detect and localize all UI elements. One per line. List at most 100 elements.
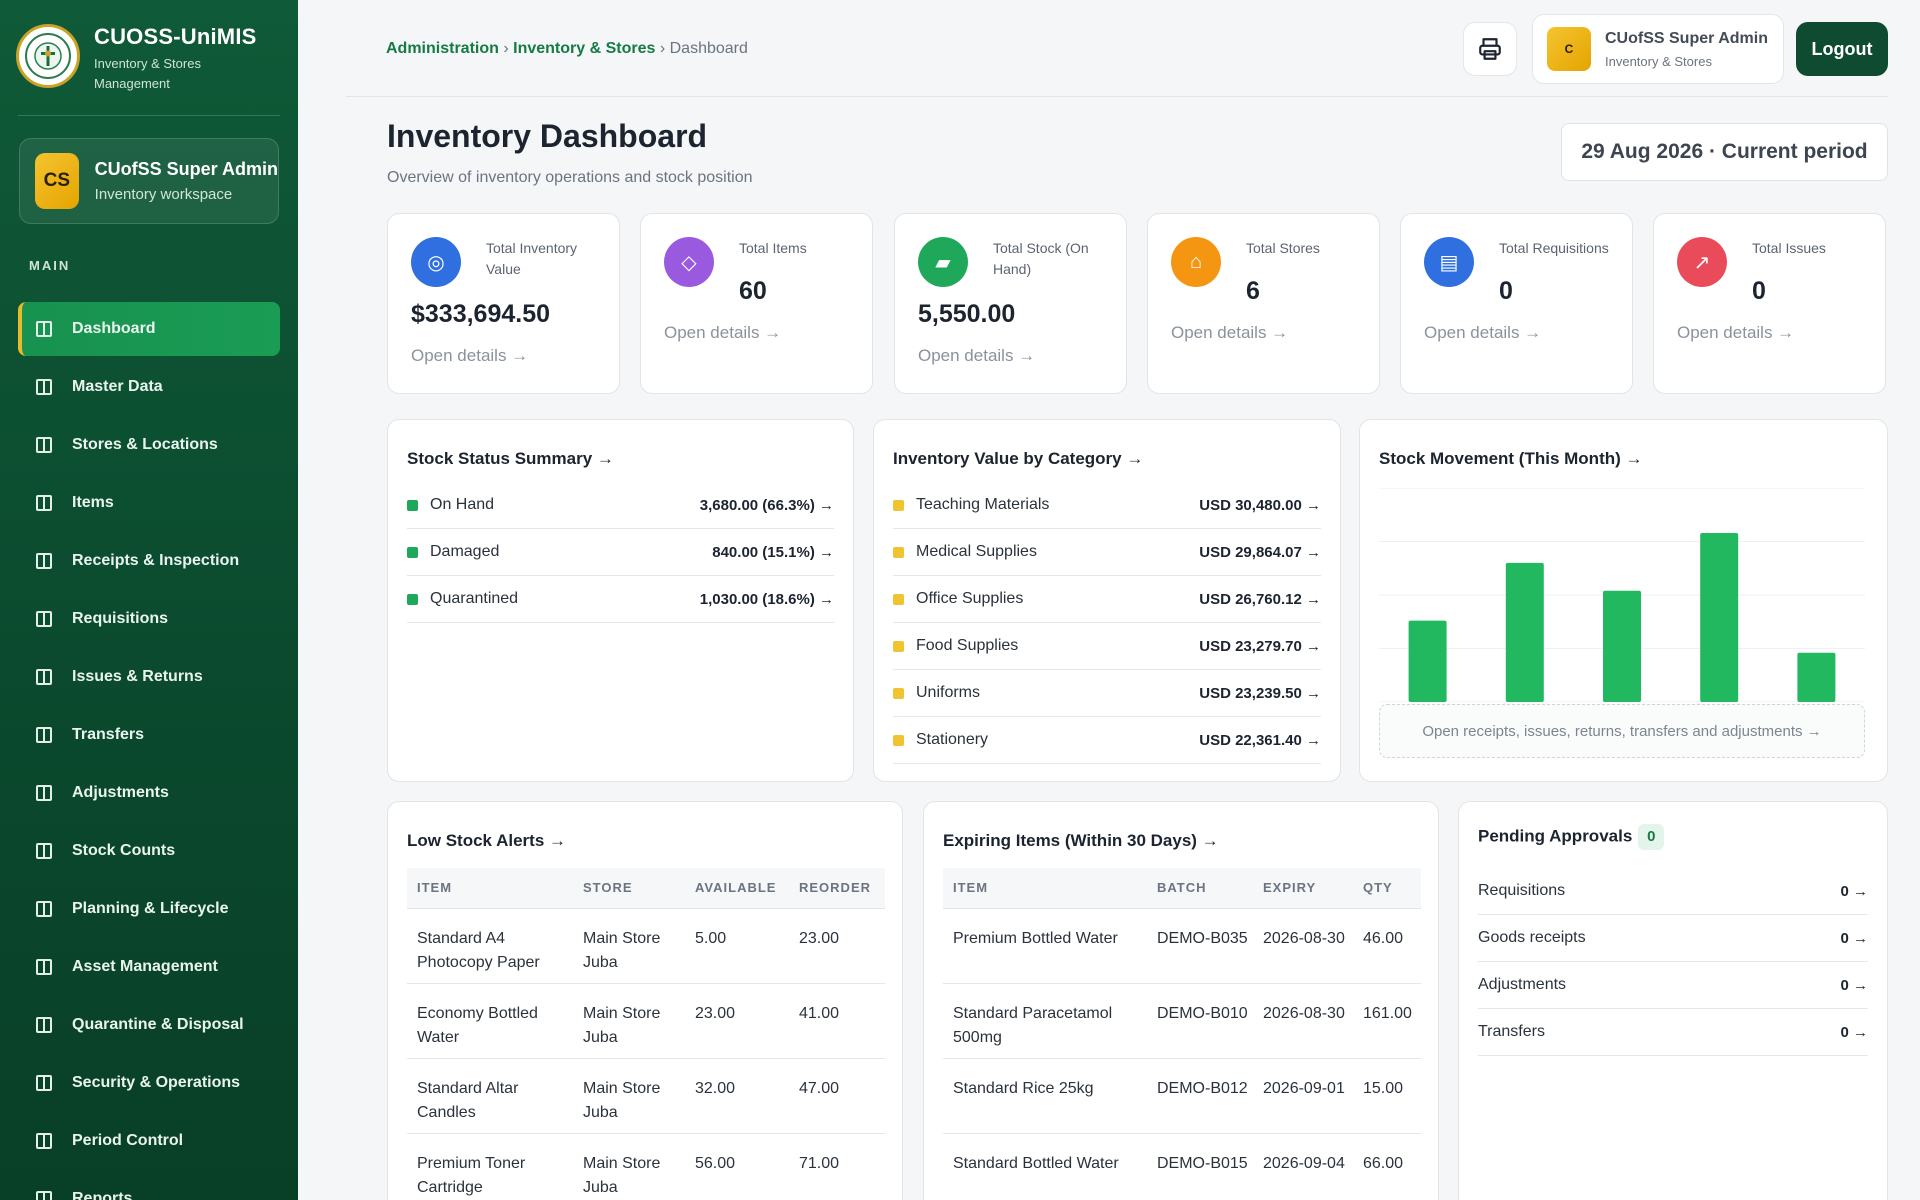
stat-card-total-items[interactable]: ◇ Total Items 60 Open details → [640,213,873,394]
category-dot [893,499,904,511]
chart-bar-1[interactable] [1408,620,1447,702]
list-item[interactable]: Requisitions 0 → [1478,868,1868,915]
stat-value: 0 [1752,277,1766,305]
column-header-store[interactable]: STORE [573,868,685,909]
brand[interactable]: CUOSS-UniMIS Inventory & Stores Manageme… [0,0,298,116]
sidebar-item-stock-counts[interactable]: Stock Counts [18,824,280,878]
list-item[interactable]: Stationery USD 22,361.40 → [893,717,1321,764]
list-item[interactable]: Quarantined 1,030.00 (18.6%) → [407,576,834,623]
panel-icon [36,1075,52,1091]
sidebar-item-quarantine-disposal[interactable]: Quarantine & Disposal [18,998,280,1052]
sidebar-item-security-operations[interactable]: Security & Operations [18,1056,280,1110]
sidebar-item-receipts-inspection[interactable]: Receipts & Inspection [18,534,280,588]
list-item[interactable]: Office Supplies USD 26,760.12 → [893,576,1321,623]
stock-status-panel: Stock Status Summary → On Hand 3,680.00 (… [387,419,854,782]
stock-movement-title[interactable]: Stock Movement (This Month) → [1379,449,1643,468]
stock-status-title[interactable]: Stock Status Summary → [407,449,614,468]
topbar: Administration › Inventory & Stores › Da… [346,0,1888,97]
user-name: CUofSS Super Admin [94,159,278,179]
sidebar-item-dashboard[interactable]: Dashboard [18,302,280,356]
list-item[interactable]: Medical Supplies USD 29,864.07 → [893,529,1321,576]
sidebar-item-adjustments[interactable]: Adjustments [18,766,280,820]
sidebar-item-issues-returns[interactable]: Issues & Returns [18,650,280,704]
stock-movement-panel: Stock Movement (This Month) → Open recei… [1359,419,1888,782]
table-row[interactable]: Standard A4 Photocopy Paper Main Store Ju… [407,908,885,984]
stat-card-total-issues[interactable]: ↗ Total Issues 0 Open details → [1653,213,1886,394]
print-button[interactable] [1463,22,1517,76]
open-details-link[interactable]: Open details → [411,346,529,365]
category-dot [893,734,904,746]
logout-button[interactable]: Logout [1796,22,1888,76]
panel-icon [36,727,52,743]
chart-bar-5[interactable] [1797,652,1836,702]
list-item[interactable]: Adjustments 0 → [1478,962,1868,1009]
open-details-link[interactable]: Open details → [1424,323,1542,342]
list-item[interactable]: Food Supplies USD 23,279.70 → [893,623,1321,670]
stock-movement-link[interactable]: Open receipts, issues, returns, transfer… [1379,704,1865,758]
stat-value: 0 [1499,277,1513,305]
table-row[interactable]: Standard Bottled Water DEMO-B015 2026-09-0… [943,1133,1421,1200]
low-stock-title[interactable]: Low Stock Alerts → [407,831,567,850]
sidebar-item-items[interactable]: Items [18,476,280,530]
cell-available: 56.00 [685,1133,789,1200]
category-value-title[interactable]: Inventory Value by Category → [893,449,1144,468]
row-value: USD 29,864.07 → [1199,543,1321,561]
list-item[interactable]: On Hand 3,680.00 (66.3%) → [407,482,834,529]
stat-card-total-stores[interactable]: ⌂ Total Stores 6 Open details → [1147,213,1380,394]
sidebar-item-asset-management[interactable]: Asset Management [18,940,280,994]
pending-approvals-panel: Pending Approvals 0 Requisitions 0 → Goods… [1458,801,1888,1200]
table-row[interactable]: Standard Altar Candles Main Store Juba 32.… [407,1058,885,1134]
pending-approvals-label[interactable]: Pending Approvals [1478,826,1633,846]
column-header-available[interactable]: AVAILABLE [685,868,789,909]
chart-bar-4[interactable] [1700,532,1739,702]
open-details-link[interactable]: Open details → [1171,323,1289,342]
sidebar-item-reports[interactable]: Reports [18,1172,280,1200]
table-row[interactable]: Premium Bottled Water DEMO-B035 2026-08-30… [943,908,1421,984]
period-indicator[interactable]: 29 Aug 2026 · Current period [1561,123,1888,181]
open-details-link[interactable]: Open details → [1677,323,1795,342]
table-row[interactable]: Standard Rice 25kg DEMO-B012 2026-09-01 15.… [943,1058,1421,1134]
chart-bar-3[interactable] [1603,590,1641,702]
list-item[interactable]: Uniforms USD 23,239.50 → [893,670,1321,717]
column-header-qty[interactable]: QTY [1353,868,1421,909]
column-header-expiry[interactable]: EXPIRY [1253,868,1353,909]
row-value: USD 30,480.00 → [1199,496,1321,514]
sidebar-item-stores-locations[interactable]: Stores & Locations [18,418,280,472]
list-item[interactable]: Teaching Materials USD 30,480.00 → [893,482,1321,529]
header-user-menu[interactable]: C CUofSS Super Admin Inventory & Stores [1532,14,1784,84]
stat-card-inventory-value[interactable]: ◎ Total Inventory Value $333,694.50 Open… [387,213,620,394]
column-header-batch[interactable]: BATCH [1147,868,1253,909]
column-header-reorder[interactable]: REORDER [789,868,885,909]
list-item[interactable]: Damaged 840.00 (15.1%) → [407,529,834,576]
table-row[interactable]: Premium Toner Cartridge Main Store Juba 56… [407,1133,885,1200]
sidebar-item-master-data[interactable]: Master Data [18,360,280,414]
open-details-link[interactable]: Open details → [664,323,782,342]
expiring-items-title[interactable]: Expiring Items (Within 30 Days) → [943,831,1219,850]
list-item[interactable]: Transfers 0 → [1478,1009,1868,1056]
row-label: Damaged [430,543,500,560]
sidebar-item-planning-lifecycle[interactable]: Planning & Lifecycle [18,882,280,936]
breadcrumb-administration[interactable]: Administration [386,40,499,57]
sidebar-item-requisitions[interactable]: Requisitions [18,592,280,646]
stat-card-total-requisitions[interactable]: ▤ Total Requisitions 0 Open details → [1400,213,1633,394]
sidebar-item-label: Stores & Locations [72,436,218,453]
chart-bar-2[interactable] [1505,562,1544,702]
row-value: USD 22,361.40 → [1199,731,1321,749]
breadcrumb-inventory-stores[interactable]: Inventory & Stores [513,40,656,57]
sidebar-item-period-control[interactable]: Period Control [18,1114,280,1168]
panel-icon [36,669,52,685]
stat-card-total-stock[interactable]: ▰ Total Stock (On Hand) 5,550.00 Open de… [894,213,1127,394]
table-row[interactable]: Standard Paracetamol 500mg DEMO-B010 2026-… [943,983,1421,1059]
row-value: 0 → [1840,1023,1868,1041]
column-header-item[interactable]: ITEM [943,868,1147,909]
open-details-link[interactable]: Open details → [918,346,1036,365]
user-role: Inventory workspace [94,186,233,203]
sidebar-user-card[interactable]: CS CUofSS Super Admin Inventory workspac… [19,138,279,224]
category-dot [893,640,904,652]
cell-reorder: 47.00 [789,1058,885,1134]
cell-qty: 15.00 [1353,1058,1421,1134]
column-header-item[interactable]: ITEM [407,868,573,909]
sidebar-item-transfers[interactable]: Transfers [18,708,280,762]
table-row[interactable]: Economy Bottled Water Main Store Juba 23.0… [407,983,885,1059]
list-item[interactable]: Goods receipts 0 → [1478,915,1868,962]
